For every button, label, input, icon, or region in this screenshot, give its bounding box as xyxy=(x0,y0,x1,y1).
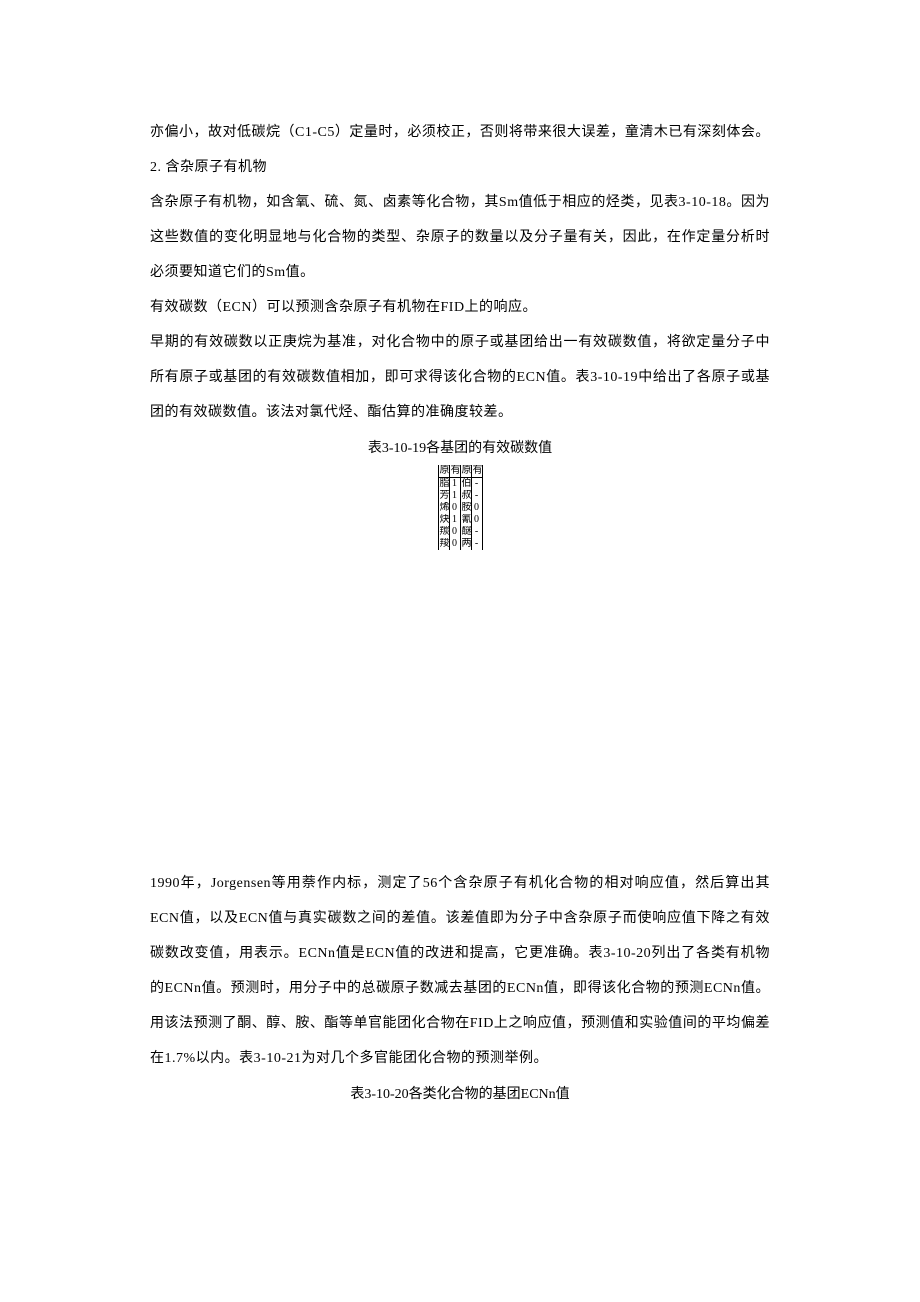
paragraph-5: 早期的有效碳数以正庚烷为基准，对化合物中的原子或基团给出一有效碳数值，将欲定量分… xyxy=(150,325,770,430)
table-cell: 1 xyxy=(449,490,460,502)
table-1: 原 有 原 有 脂 1 伯 - 芳 1 叔 - 烯 0 胺 0 xyxy=(438,465,483,550)
table-header: 原 xyxy=(438,465,449,478)
table-caption-1: 表3-10-19各基团的有效碳数值 xyxy=(150,434,770,465)
vertical-gap xyxy=(150,556,770,866)
table-cell: 醚 xyxy=(460,526,471,538)
table-header: 有 xyxy=(449,465,460,478)
table-cell: - xyxy=(471,477,482,490)
table-cell: 0 xyxy=(471,502,482,514)
paragraph-4: 有效碳数（ECN）可以预测含杂原子有机物在FID上的响应。 xyxy=(150,290,770,325)
table-row: 炔 1 氰 0 xyxy=(438,514,482,526)
table-row: 羰 0 醚 - xyxy=(438,526,482,538)
table-cell: 芳 xyxy=(438,490,449,502)
table-cell: 0 xyxy=(449,502,460,514)
table-row: 烯 0 胺 0 xyxy=(438,502,482,514)
paragraph-6: 1990年，Jorgensen等用萘作内标，测定了56个含杂原子有机化合物的相对… xyxy=(150,866,770,1076)
table-row: 芳 1 叔 - xyxy=(438,490,482,502)
table-cell: 叔 xyxy=(460,490,471,502)
table-cell: 羧 xyxy=(438,538,449,550)
table-header: 有 xyxy=(471,465,482,478)
table-cell: - xyxy=(471,490,482,502)
table-cell: 0 xyxy=(471,514,482,526)
table-cell: 0 xyxy=(449,538,460,550)
table-cell: 0 xyxy=(449,526,460,538)
table-header: 原 xyxy=(460,465,471,478)
table-cell: 胺 xyxy=(460,502,471,514)
document-page: 亦偏小，故对低碳烷（C1-C5）定量时，必须校正，否则将带来很大误差，童清木已有… xyxy=(0,0,920,1171)
paragraph-1: 亦偏小，故对低碳烷（C1-C5）定量时，必须校正，否则将带来很大误差，童清木已有… xyxy=(150,115,770,150)
table-row: 脂 1 伯 - xyxy=(438,477,482,490)
table-1-wrap: 原 有 原 有 脂 1 伯 - 芳 1 叔 - 烯 0 胺 0 xyxy=(150,465,770,550)
table-row: 羧 0 两 - xyxy=(438,538,482,550)
table-cell: 氰 xyxy=(460,514,471,526)
table-cell: 烯 xyxy=(438,502,449,514)
paragraph-3: 含杂原子有机物，如含氧、硫、氮、卤素等化合物，其Sm值低于相应的烃类，见表3-1… xyxy=(150,185,770,290)
paragraph-2-heading: 2. 含杂原子有机物 xyxy=(150,150,770,185)
table-cell: 羰 xyxy=(438,526,449,538)
table-cell: 脂 xyxy=(438,477,449,490)
table-caption-2: 表3-10-20各类化合物的基团ECNn值 xyxy=(150,1080,770,1111)
table-cell: 伯 xyxy=(460,477,471,490)
table-cell: - xyxy=(471,526,482,538)
table-row: 原 有 原 有 xyxy=(438,465,482,478)
table-cell: - xyxy=(471,538,482,550)
table-cell: 1 xyxy=(449,477,460,490)
table-cell: 炔 xyxy=(438,514,449,526)
table-cell: 两 xyxy=(460,538,471,550)
table-cell: 1 xyxy=(449,514,460,526)
